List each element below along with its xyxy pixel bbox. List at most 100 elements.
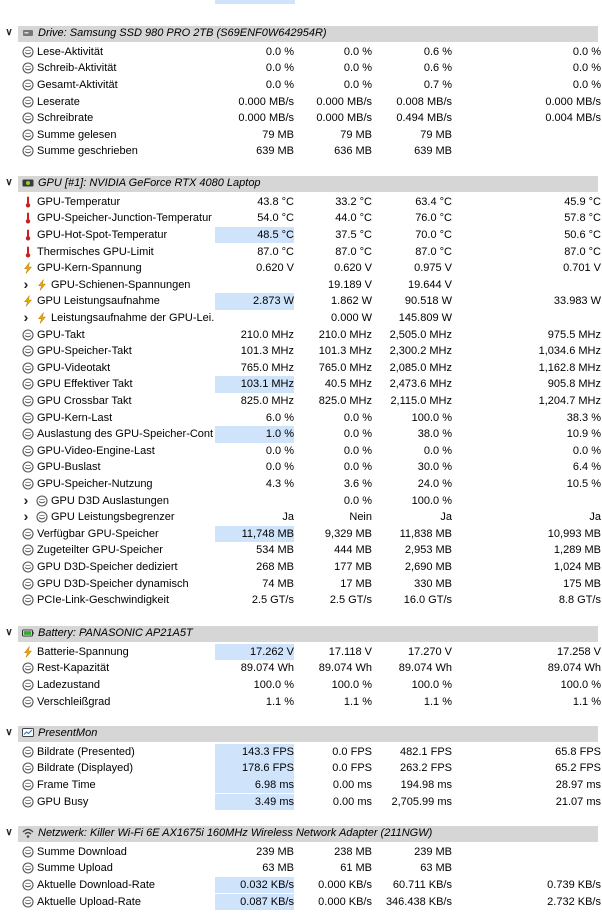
section-header[interactable]: ∨ Drive: Samsung SSD 980 PRO 2TB (S69ENF0… [0, 25, 602, 42]
chevron-down-icon[interactable]: ∨ [5, 177, 13, 188]
min-value: 17 MB [340, 577, 372, 590]
sensor-row[interactable]: Ladezustand 100.0 % 100.0 % 100.0 % 100.0 % [0, 677, 602, 694]
sensor-row[interactable]: Summe gelesen 79 MB 79 MB 79 MB [0, 127, 602, 144]
sensor-row[interactable]: Zugeteilter GPU-Speicher 534 MB 444 MB 2,95… [0, 542, 602, 559]
sensor-label: GPU Leistungsaufnahme [37, 295, 160, 308]
sensor-row[interactable]: GPU-Hot-Spot-Temperatur 48.5 °C 37.5 °C 70.… [0, 226, 602, 244]
sensor-row[interactable]: GPU Leistungsaufnahme 2.873 W 1.862 W 90.51… [0, 293, 602, 310]
min-value: 2.5 GT/s [329, 594, 372, 607]
sensor-row[interactable]: Gesamt-Aktivität 0.0 % 0.0 % 0.7 % 0.0 % [0, 77, 602, 94]
sensor-row[interactable]: Leserate 0.000 MB/s 0.000 MB/s 0.008 MB/s 0.… [0, 94, 602, 111]
sensor-row[interactable]: GPU-Temperatur 43.8 °C 33.2 °C 63.4 °C 45.9 … [0, 194, 602, 211]
sensor-gauge-icon [36, 494, 48, 507]
sensor-row[interactable]: GPU-Kern-Spannung 0.620 V 0.620 V 0.975 V 0.… [0, 260, 602, 277]
sensor-row[interactable]: Aktuelle Upload-Rate 0.087 KB/s 0.000 KB/s… [0, 893, 602, 911]
avg-value: 905.8 MHz [547, 378, 601, 391]
section-header-band [18, 726, 598, 742]
max-value: 2,085.0 MHz [389, 361, 452, 374]
sensor-gauge-icon [22, 378, 34, 390]
sensor-row[interactable]: Summe Download 239 MB 238 MB 239 MB [0, 844, 602, 861]
sensor-gauge-icon [22, 478, 34, 490]
section-header[interactable]: ∨ Netzwerk: Killer Wi-Fi 6E AX1675i 160MH… [0, 825, 602, 842]
section-title: Drive: Samsung SSD 980 PRO 2TB (S69ENF0W… [38, 27, 327, 39]
section-header-band [18, 26, 598, 42]
sensor-row[interactable]: Aktuelle Download-Rate 0.032 KB/s 0.000 KB… [0, 876, 602, 894]
sensor-row[interactable]: GPU Crossbar Takt 825.0 MHz 825.0 MHz 2,115… [0, 393, 602, 410]
sensor-row[interactable]: Batterie-Spannung 17.262 V 17.118 V 17.270 … [0, 643, 602, 661]
thermometer-icon [22, 246, 34, 258]
sensor-row[interactable]: Frame Time 6.98 ms 0.00 ms 194.98 ms 28.97 m… [0, 776, 602, 794]
sensor-row[interactable]: GPU-Video-Engine-Last 0.0 % 0.0 % 0.0 % 0.0 … [0, 443, 602, 460]
sensor-group-row[interactable]: › GPU-Schienen-Spannungen 19.189 V 19.644 V [0, 275, 602, 294]
sensor-group-row[interactable]: › Leistungsaufnahme der GPU-Lei... 0.000 W… [0, 308, 602, 327]
sensor-label: Summe geschrieben [37, 145, 138, 158]
sensor-row[interactable]: GPU-Speicher-Nutzung 4.3 % 3.6 % 24.0 % 10.5… [0, 476, 602, 493]
sensor-row[interactable]: Schreib-Aktivität 0.0 % 0.0 % 0.6 % 0.0 % [0, 60, 602, 77]
sensor-row[interactable]: Rest-Kapazität 89.074 Wh 89.074 Wh 89.074 W… [0, 660, 602, 677]
chevron-right-icon[interactable]: › [23, 508, 29, 525]
chevron-right-icon[interactable]: › [23, 308, 29, 325]
current-value: 6.0 % [265, 411, 294, 424]
sensor-row[interactable]: GPU-Speicher-Takt 101.3 MHz 101.3 MHz 2,300… [0, 343, 602, 360]
avg-value: 100.0 % [560, 678, 601, 691]
sensor-row[interactable]: Verschleißgrad 1.1 % 1.1 % 1.1 % 1.1 % [0, 694, 602, 711]
sensor-row[interactable]: Lese-Aktivität 0.0 % 0.0 % 0.6 % 0.0 % [0, 44, 602, 61]
avg-value: 0.000 MB/s [545, 95, 601, 108]
section-header[interactable]: ∨ PresentMon [0, 725, 602, 742]
sensor-row[interactable]: Summe Upload 63 MB 61 MB 63 MB [0, 860, 602, 877]
chevron-right-icon[interactable]: › [23, 491, 29, 508]
avg-value: 57.8 °C [564, 212, 601, 225]
drive-icon [22, 27, 34, 39]
chevron-right-icon[interactable]: › [23, 275, 29, 292]
section-header-band [18, 626, 598, 642]
sensor-gauge-icon [22, 145, 34, 157]
sensor-gauge-icon [22, 411, 34, 424]
current-value: 63 MB [262, 862, 294, 875]
avg-value: 0.0 % [572, 444, 601, 457]
network-icon [22, 827, 34, 839]
sensor-row[interactable]: GPU Busy 3.49 ms 0.00 ms 2,705.99 ms 21.07 m… [0, 793, 602, 811]
sensor-group-row[interactable]: › GPU D3D Auslastungen 0.0 % 100.0 % [0, 491, 602, 510]
sensor-label: GPU-Speicher-Junction-Temperatur [37, 212, 212, 225]
sensor-row[interactable]: GPU-Takt 210.0 MHz 210.0 MHz 2,505.0 MHz 975… [0, 327, 602, 344]
section-header[interactable]: ∨ Battery: PANASONIC AP21A5T [0, 625, 602, 642]
chevron-down-icon[interactable]: ∨ [5, 27, 13, 38]
chevron-down-icon[interactable]: ∨ [5, 627, 13, 638]
sensor-label: Thermisches GPU-Limit [37, 245, 154, 258]
voltage-bolt-icon [22, 295, 34, 307]
current-value: 0.620 V [256, 262, 294, 275]
sensor-row[interactable]: PCIe-Link-Geschwindigkeit 2.5 GT/s 2.5 GT/… [0, 592, 602, 609]
sensor-row[interactable]: Verfügbar GPU-Speicher 11,748 MB 9,329 MB 1… [0, 525, 602, 543]
min-value: 0.00 ms [332, 795, 372, 808]
sensor-gauge-icon [22, 594, 34, 606]
sensor-row[interactable]: GPU D3D-Speicher dediziert 268 MB 177 MB 2,… [0, 559, 602, 576]
sensor-label: GPU-Hot-Spot-Temperatur [37, 228, 168, 241]
sensor-row[interactable]: GPU-Speicher-Junction-Temperatur 54.0 °C 4… [0, 210, 602, 227]
sensor-row[interactable]: GPU-Buslast 0.0 % 0.0 % 30.0 % 6.4 % [0, 459, 602, 476]
sensor-row[interactable]: GPU Effektiver Takt 103.1 MHz 40.5 MHz 2,47… [0, 376, 602, 393]
avg-value: 0.0 % [572, 62, 601, 75]
section-header[interactable]: ∨ GPU [#1]: NVIDIA GeForce RTX 4080 Lapto… [0, 175, 602, 192]
current-value: 79 MB [262, 128, 294, 141]
current-value: 0.0 % [265, 45, 294, 58]
min-value: 101.3 MHz [318, 345, 372, 358]
chevron-down-icon[interactable]: ∨ [5, 727, 13, 738]
sensor-row[interactable]: Bildrate (Displayed) 178.6 FPS 0.0 FPS 263.… [0, 760, 602, 777]
sensor-row[interactable]: GPU D3D-Speicher dynamisch 74 MB 17 MB 330 … [0, 576, 602, 593]
current-value: 54.0 °C [257, 212, 294, 225]
max-value: 30.0 % [417, 461, 452, 474]
sensor-row[interactable]: Bildrate (Presented) 143.3 FPS 0.0 FPS 482.… [0, 743, 602, 761]
sensor-row[interactable]: Auslastung des GPU-Speicher-Cont... 1.0 %… [0, 426, 602, 443]
chevron-down-icon[interactable]: ∨ [5, 827, 13, 838]
sensor-row[interactable]: GPU-Videotakt 765.0 MHz 765.0 MHz 2,085.0 M… [0, 360, 602, 377]
sensor-gauge-icon [22, 779, 34, 791]
min-value: 636 MB [334, 145, 372, 158]
sensor-group-row[interactable]: › GPU Leistungsbegrenzer Ja Nein Ja Ja [0, 509, 602, 526]
sensor-row[interactable]: Schreibrate 0.000 MB/s 0.000 MB/s 0.494 MB/… [0, 110, 602, 127]
sensor-row[interactable]: Thermisches GPU-Limit 87.0 °C 87.0 °C 87.0 … [0, 244, 602, 261]
sensor-row[interactable]: Summe geschrieben 639 MB 636 MB 639 MB [0, 143, 602, 160]
min-value: 33.2 °C [335, 195, 372, 208]
sensor-row[interactable]: GPU-Kern-Last 6.0 % 0.0 % 100.0 % 38.3 % [0, 410, 602, 427]
min-value: 0.0 % [343, 78, 372, 91]
min-value: 19.189 V [327, 278, 372, 291]
